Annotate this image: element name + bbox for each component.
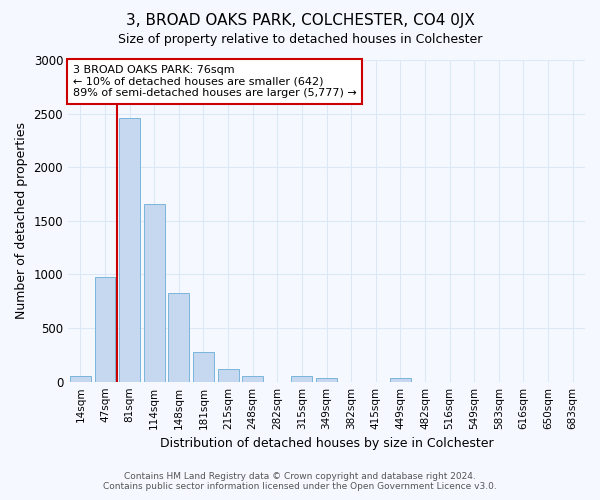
Bar bbox=[218, 369, 239, 382]
Y-axis label: Number of detached properties: Number of detached properties bbox=[15, 122, 28, 320]
Bar bbox=[390, 378, 411, 382]
Bar bbox=[292, 376, 313, 382]
Bar bbox=[119, 118, 140, 382]
Bar bbox=[144, 204, 164, 382]
Text: Contains HM Land Registry data © Crown copyright and database right 2024.
Contai: Contains HM Land Registry data © Crown c… bbox=[103, 472, 497, 491]
Bar bbox=[242, 376, 263, 382]
Bar bbox=[95, 277, 115, 382]
Bar bbox=[70, 376, 91, 382]
Text: Size of property relative to detached houses in Colchester: Size of property relative to detached ho… bbox=[118, 32, 482, 46]
Bar bbox=[193, 352, 214, 382]
Text: 3 BROAD OAKS PARK: 76sqm
← 10% of detached houses are smaller (642)
89% of semi-: 3 BROAD OAKS PARK: 76sqm ← 10% of detach… bbox=[73, 65, 357, 98]
X-axis label: Distribution of detached houses by size in Colchester: Distribution of detached houses by size … bbox=[160, 437, 493, 450]
Text: 3, BROAD OAKS PARK, COLCHESTER, CO4 0JX: 3, BROAD OAKS PARK, COLCHESTER, CO4 0JX bbox=[125, 12, 475, 28]
Bar bbox=[169, 292, 189, 382]
Bar bbox=[316, 378, 337, 382]
